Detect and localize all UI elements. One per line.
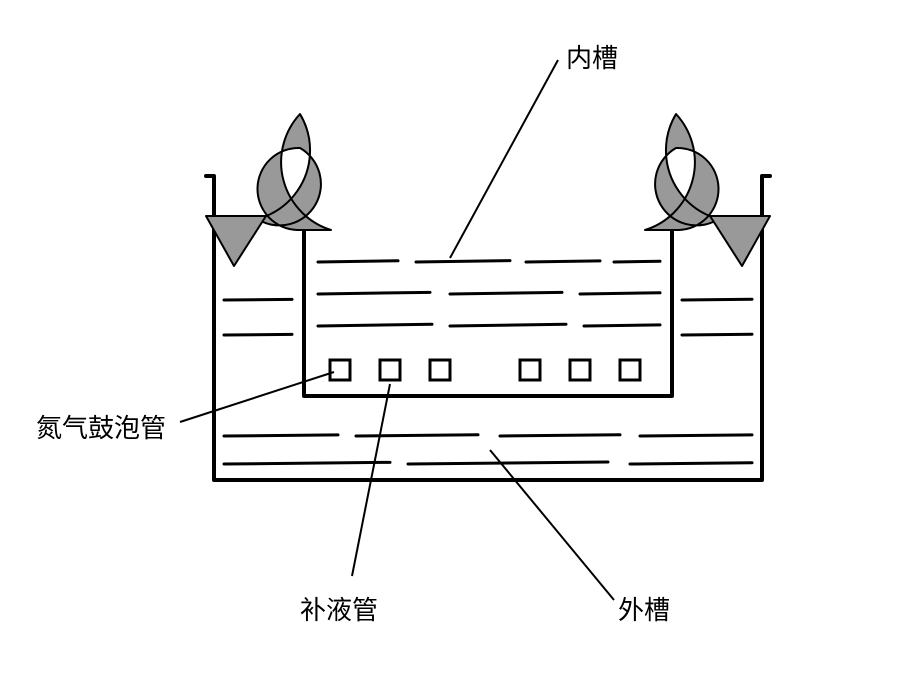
label-inner-tank: 内槽 (566, 38, 618, 75)
label-refill-tube: 补液管 (300, 590, 378, 627)
label-nitrogen-tube: 氮气鼓泡管 (36, 408, 166, 445)
label-outer-tank: 外槽 (618, 590, 670, 627)
diagram-svg (0, 0, 902, 673)
